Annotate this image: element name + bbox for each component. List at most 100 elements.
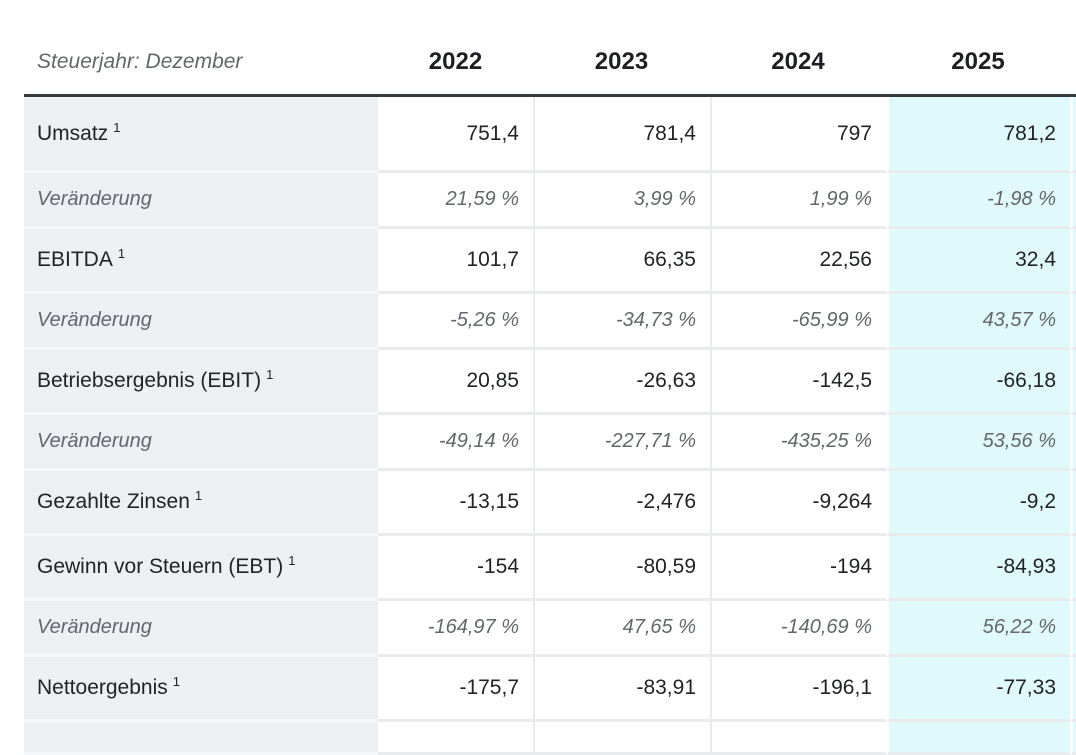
footnote-marker: 1 (266, 367, 274, 382)
column-header-2025: 2025 (886, 30, 1070, 97)
row-label-text: Veränderung (37, 309, 152, 331)
cell-2023: 781,4 (533, 97, 710, 173)
cell-2022: -49,14 % (378, 415, 533, 471)
table-edge-cell (1070, 415, 1076, 471)
cell-2023: -83,91 (533, 657, 710, 722)
table-row: Veränderung -5,26 % -34,73 % -65,99 % 43… (24, 294, 1076, 350)
table-row: Veränderung 21,59 % 3,99 % 1,99 % -1,98 … (24, 173, 1076, 229)
table-edge-cell (1070, 229, 1076, 294)
cell-2024: 1,99 % (710, 173, 886, 229)
cell-2025: 32,4 (886, 229, 1070, 294)
table-edge-cell (1070, 601, 1076, 657)
footnote-marker: 1 (172, 674, 180, 689)
cell-2025: 56,22 % (886, 601, 1070, 657)
cell-2024: -140,69 % (710, 601, 886, 657)
cell-2024: -196,1 (710, 657, 886, 722)
cell-2023: 47,65 % (533, 601, 710, 657)
cell-2023: -34,73 % (533, 294, 710, 350)
table-row: Umsatz 1 751,4 781,4 797 781,2 (24, 97, 1076, 173)
cell-2022: 751,4 (378, 97, 533, 173)
cell-2023: -26,63 (533, 350, 710, 415)
row-label (24, 722, 378, 755)
cell-2025: 781,2 (886, 97, 1070, 173)
table-body: Umsatz 1 751,4 781,4 797 781,2 Veränderun… (24, 97, 1076, 755)
cell-2024: -65,99 % (710, 294, 886, 350)
cell-2025: -9,2 (886, 471, 1070, 536)
cell-2022: -164,97 % (378, 601, 533, 657)
cell-2024: 22,56 (710, 229, 886, 294)
cell-2024: -435,25 % (710, 415, 886, 471)
cell-2022: 101,7 (378, 229, 533, 294)
footnote-marker: 1 (288, 553, 296, 568)
cell-2024: -194 (710, 536, 886, 601)
cell-2023: 66,35 (533, 229, 710, 294)
cell-2022: 20,85 (378, 350, 533, 415)
row-label: Nettoergebnis 1 (24, 657, 378, 722)
row-label: EBITDA 1 (24, 229, 378, 294)
cell-2025: 53,56 % (886, 415, 1070, 471)
footnote-marker: 1 (113, 119, 121, 135)
cell-2022: 21,59 % (378, 173, 533, 229)
row-label-text: Umsatz (37, 121, 109, 145)
row-label-text: Veränderung (37, 188, 152, 210)
table-edge-cell (1070, 657, 1076, 722)
fiscal-year-caption: Steuerjahr: Dezember (24, 30, 378, 97)
table-edge-cell (1070, 173, 1076, 229)
row-label: Veränderung (24, 294, 378, 350)
table-edge-cell (1070, 97, 1076, 173)
row-label: Veränderung (24, 601, 378, 657)
table-row-partial (24, 722, 1076, 755)
row-label-text: Gezahlte Zinsen (37, 490, 190, 513)
cell-2025: 43,57 % (886, 294, 1070, 350)
cell-2022: -175,7 (378, 657, 533, 722)
cell-2025: -84,93 (886, 536, 1070, 601)
cell-2023: 3,99 % (533, 173, 710, 229)
table-row: EBITDA 1 101,7 66,35 22,56 32,4 (24, 229, 1076, 294)
row-label-text: EBITDA (37, 248, 113, 271)
row-label-text: Veränderung (37, 430, 152, 452)
column-header-2024: 2024 (710, 30, 886, 97)
row-label-text: Veränderung (37, 616, 152, 638)
row-label: Gezahlte Zinsen 1 (24, 471, 378, 536)
cell-2025 (886, 722, 1070, 755)
cell-2023: -2,476 (533, 471, 710, 536)
table-header-row: Steuerjahr: Dezember 2022 2023 2024 2025 (24, 30, 1076, 97)
cell-2022 (378, 722, 533, 755)
table-edge-cell (1070, 722, 1076, 755)
footnote-marker: 1 (117, 246, 126, 261)
cell-2024 (710, 722, 886, 755)
cell-2022: -13,15 (378, 471, 533, 536)
cell-2025: -77,33 (886, 657, 1070, 722)
table-row: Veränderung -164,97 % 47,65 % -140,69 % … (24, 601, 1076, 657)
table-row: Gezahlte Zinsen 1 -13,15 -2,476 -9,264 -9… (24, 471, 1076, 536)
table-edge-cell (1070, 294, 1076, 350)
row-label-text: Gewinn vor Steuern (EBT) (37, 555, 284, 578)
cell-2024: -142,5 (710, 350, 886, 415)
table-row: Veränderung -49,14 % -227,71 % -435,25 %… (24, 415, 1076, 471)
cell-2023: -80,59 (533, 536, 710, 601)
cell-2022: -154 (378, 536, 533, 601)
row-label-text: Nettoergebnis (37, 676, 168, 699)
cell-2025: -66,18 (886, 350, 1070, 415)
table-edge-cell (1070, 350, 1076, 415)
cell-2024: -9,264 (710, 471, 886, 536)
cell-2023 (533, 722, 710, 755)
cell-2022: -5,26 % (378, 294, 533, 350)
cell-2023: -227,71 % (533, 415, 710, 471)
footnote-marker: 1 (194, 488, 203, 503)
table-edge-spacer (1070, 30, 1076, 97)
table-edge-cell (1070, 536, 1076, 601)
table-row: Gewinn vor Steuern (EBT) 1 -154 -80,59 -1… (24, 536, 1076, 601)
row-label: Veränderung (24, 173, 378, 229)
row-label: Umsatz 1 (24, 97, 378, 173)
column-header-2023: 2023 (533, 30, 710, 97)
row-label: Betriebsergebnis (EBIT) 1 (24, 350, 378, 415)
cell-2024: 797 (710, 97, 886, 173)
table-edge-cell (1070, 471, 1076, 536)
table-row: Nettoergebnis 1 -175,7 -83,91 -196,1 -77,… (24, 657, 1076, 722)
financials-table: Steuerjahr: Dezember 2022 2023 2024 2025… (24, 30, 1076, 755)
column-header-2022: 2022 (378, 30, 533, 97)
row-label: Veränderung (24, 415, 378, 471)
cell-2025: -1,98 % (886, 173, 1070, 229)
